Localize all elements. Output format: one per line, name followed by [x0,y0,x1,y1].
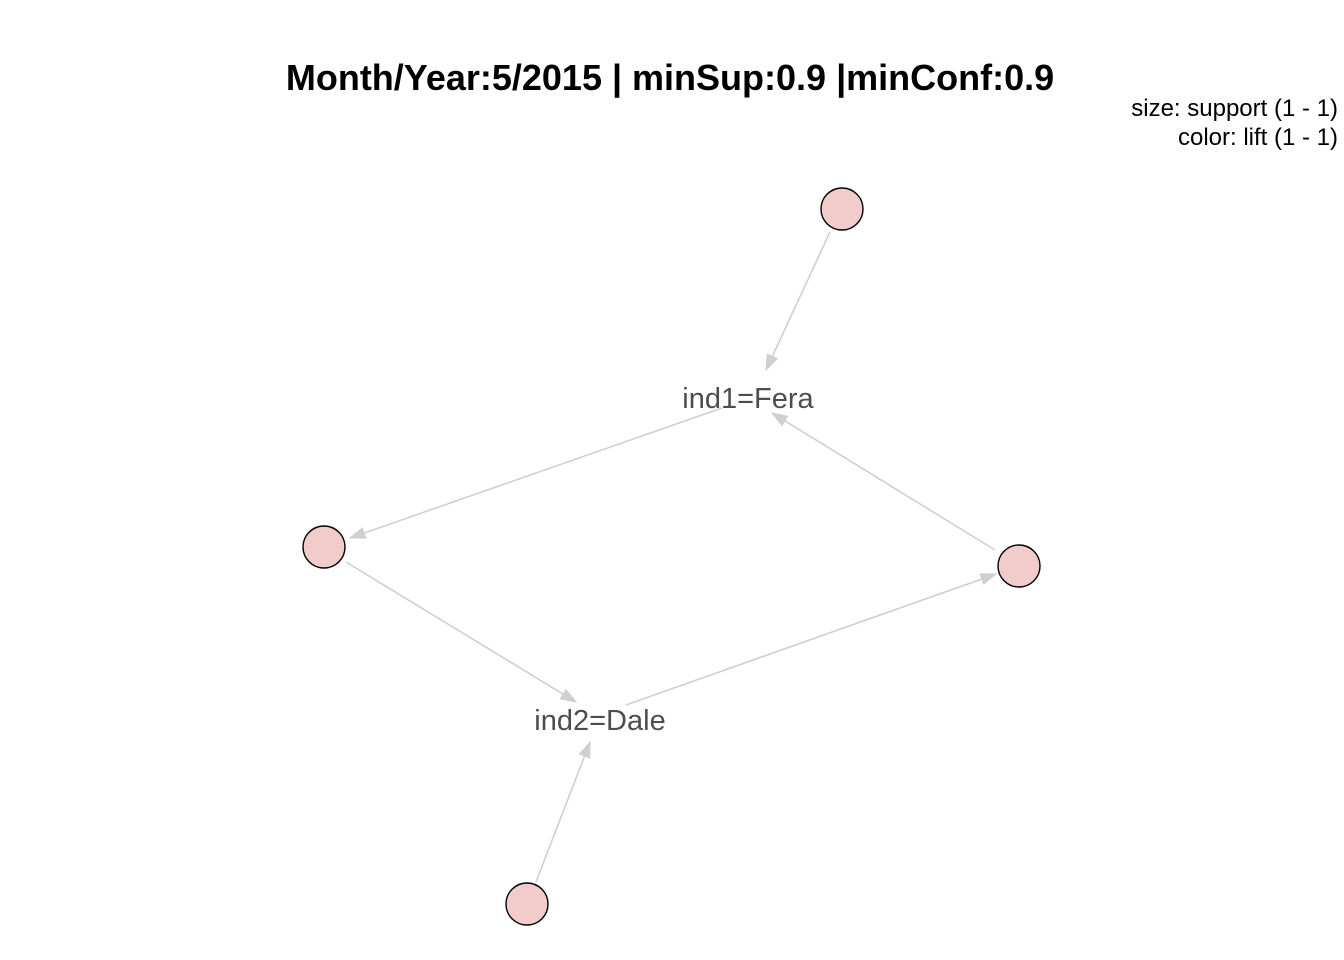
arrowhead [348,527,367,539]
rule-node-bottom [505,882,549,926]
edge-rule-right-to-fera [770,412,996,551]
edge-rule-left-to-dale [345,561,578,703]
chart-title: Month/Year:5/2015 | minSup:0.9 |minConf:… [286,57,1054,99]
edge-line [363,407,723,534]
edge-line [784,420,996,551]
legend-size-line: size: support (1 - 1) [1131,95,1338,122]
edge-line [771,231,831,357]
arrowhead [578,740,591,759]
item-label-dale: ind2=Dale [534,705,665,737]
edge-dale-to-rule-right [625,573,998,706]
arrowhead [979,573,998,586]
edge-fera-to-rule-left [348,407,723,539]
edge-line [535,755,586,883]
edge-line [625,578,983,706]
legend-color-line: color: lift (1 - 1) [1178,124,1338,151]
rule-node-top [820,187,864,231]
edge-line [345,561,564,695]
item-label-fera: ind1=Fera [682,383,814,415]
arrowhead [559,688,578,703]
labels-layer: ind1=Fera ind2=Dale [534,383,814,737]
edge-rule-top-to-fera [765,231,831,372]
arrowhead [770,412,789,427]
nodes-layer [302,187,1041,926]
edges-layer [345,231,998,883]
arrowhead [765,353,779,372]
rule-node-left [302,525,346,569]
rule-node-right [997,544,1041,588]
edge-rule-bottom-to-dale [535,740,591,883]
